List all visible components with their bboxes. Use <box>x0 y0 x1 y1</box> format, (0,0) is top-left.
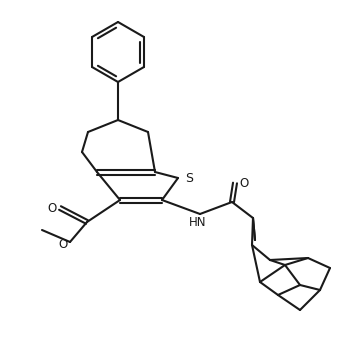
Text: S: S <box>185 172 193 184</box>
Text: O: O <box>239 176 248 190</box>
Text: O: O <box>48 202 57 215</box>
Text: O: O <box>59 237 68 250</box>
Text: HN: HN <box>189 215 207 228</box>
